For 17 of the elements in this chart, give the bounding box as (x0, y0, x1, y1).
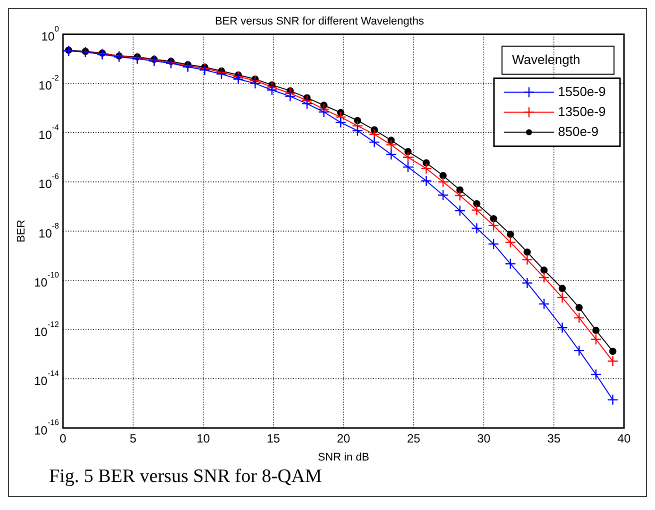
x-tick-label: 0 (60, 431, 67, 446)
x-tick-label: 15 (266, 431, 280, 446)
legend-label: 850e-9 (558, 124, 598, 139)
legend-label: 1550e-9 (558, 84, 606, 99)
x-axis-title: SNR in dB (318, 451, 370, 464)
x-tick-label: 35 (547, 431, 561, 446)
caption: Fig. 5 BER versus SNR for 8-QAM (49, 465, 323, 489)
x-tick-label: 30 (477, 431, 491, 446)
x-tick-label: 5 (130, 431, 137, 446)
y-axis-title: BER (16, 220, 28, 242)
legend-title: Wavelength (512, 52, 580, 67)
x-tick-label: 25 (406, 431, 421, 446)
x-tick-label: 10 (196, 431, 210, 446)
x-tick-label: 40 (617, 431, 631, 446)
x-tick-label: 20 (336, 431, 350, 446)
chart-title: BER versus SNR for different Wavelengths (214, 16, 425, 28)
legend-label: 1350e-9 (558, 104, 606, 119)
